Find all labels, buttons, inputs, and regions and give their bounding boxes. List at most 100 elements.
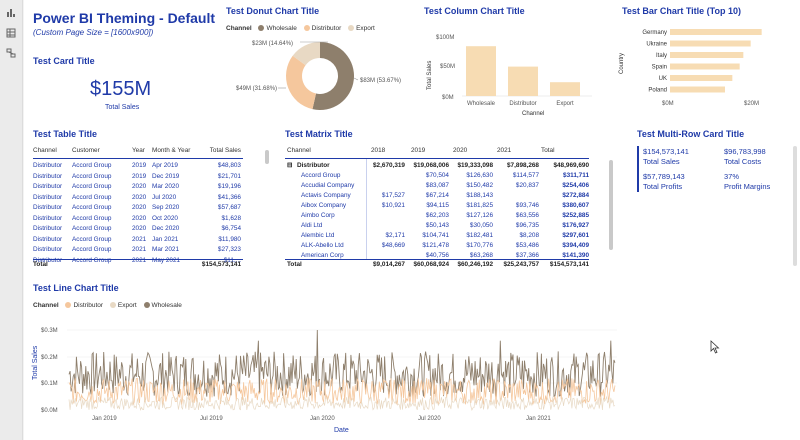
matrix-cell: $7,898,268: [507, 162, 539, 169]
column-bar[interactable]: [508, 66, 538, 96]
table-scrollbar[interactable]: [265, 150, 269, 164]
column-chart[interactable]: Total Sales $100M $50M $0M Wholesale Dist…: [422, 22, 612, 118]
donut-slice-export[interactable]: [292, 42, 320, 66]
table-cell: May 2021: [152, 256, 181, 264]
bar-mark[interactable]: [670, 40, 751, 47]
matrix-visual[interactable]: Channel 2018 2019 2020 2021 Total ⊟ Distr…: [285, 146, 615, 270]
table-header-cell[interactable]: Month & Year: [152, 147, 191, 154]
matrix-cell: $150,482: [466, 182, 493, 189]
bar-chart[interactable]: Country Germany Ukraine Italy Spain UK Poland…: [616, 22, 796, 108]
table-cell: Distributor: [33, 162, 63, 169]
matrix-total-value: $25,243,757: [503, 261, 539, 268]
collapse-toggle-icon[interactable]: ⊟: [287, 162, 293, 169]
matrix-total-label: Total: [287, 261, 302, 268]
multirow-scrollbar[interactable]: [793, 146, 797, 266]
left-rail: [0, 0, 23, 440]
matrix-cell: $8,208: [519, 232, 539, 239]
line-y-tick: $0.3M: [41, 328, 58, 334]
legend-item-wholesale[interactable]: Wholesale: [151, 302, 182, 309]
donut-legend-label: Channel: [226, 25, 252, 32]
donut-slice-distributor[interactable]: [286, 55, 317, 110]
table-cell: Mar 2021: [152, 246, 179, 253]
table-cell: $6,754: [221, 225, 241, 232]
table-total-divider: [33, 259, 243, 260]
multirow-card[interactable]: $154,573,141 Total Sales $96,783,998 Tot…: [637, 146, 797, 270]
bar-mark[interactable]: [670, 86, 725, 93]
matrix-cell: $311,711: [563, 172, 589, 179]
table-cell: Accord Group: [72, 204, 112, 211]
matrix-header-cell[interactable]: Total: [541, 147, 555, 154]
column-bar[interactable]: [550, 82, 580, 96]
matrix-row-label: ALK-Abello Ltd: [301, 242, 344, 249]
matrix-cell: $2,670,319: [373, 162, 405, 169]
line-series-distributor[interactable]: [68, 377, 616, 406]
table-cell: Accord Group: [72, 193, 112, 201]
matrix-header-cell[interactable]: 2020: [453, 147, 468, 154]
bar-y-tick: Germany: [642, 30, 667, 36]
matrix-header-cell[interactable]: 2018: [371, 147, 386, 154]
table-cell: 2021: [132, 256, 147, 264]
column-y-tick: $100M: [436, 35, 454, 41]
matrix-cell: $127,126: [466, 212, 493, 219]
matrix-cell: $63,556: [515, 212, 539, 219]
table-cell: 2019: [132, 172, 147, 180]
matrix-cell: $104,741: [422, 232, 449, 239]
bar-mark[interactable]: [670, 63, 740, 70]
matrix-cell: $176,927: [562, 222, 589, 229]
matrix-cell: $252,885: [562, 212, 589, 219]
legend-item-distributor[interactable]: Distributor: [73, 302, 104, 309]
bar-chart-icon[interactable]: [6, 8, 16, 18]
table-cell: 2020: [132, 214, 147, 222]
table-icon[interactable]: [6, 28, 16, 38]
legend-item-export[interactable]: Export: [117, 302, 137, 309]
matrix-scrollbar[interactable]: [609, 160, 613, 250]
matrix-row-label: American Corp: [301, 252, 344, 259]
matrix-row-label: Accord Group: [301, 172, 341, 179]
wholesale-dot-icon: [258, 25, 265, 32]
line-y-tick: $0.1M: [41, 381, 58, 387]
legend-item-wholesale[interactable]: Wholesale: [266, 25, 297, 32]
mouse-cursor-icon: [710, 340, 720, 354]
legend-item-export[interactable]: Export: [356, 25, 375, 32]
matrix-cell: $114,577: [512, 172, 539, 179]
matrix-header-cell[interactable]: Channel: [287, 147, 311, 154]
table-cell: 2019: [132, 162, 147, 169]
line-series-wholesale[interactable]: [68, 329, 616, 398]
matrix-title: Test Matrix Title: [285, 129, 353, 139]
table-visual[interactable]: Channel Customer Year Month & Year Total…: [33, 146, 269, 270]
column-bar[interactable]: [466, 46, 496, 96]
matrix-total-divider: [285, 259, 589, 260]
bar-y-label: Country: [619, 53, 625, 74]
bar-mark[interactable]: [670, 75, 733, 81]
donut-title: Test Donut Chart Title: [226, 6, 320, 16]
table-cell: $27,323: [217, 246, 241, 253]
matrix-cell: $62,203: [425, 212, 449, 219]
table-cell: Distributor: [33, 183, 63, 190]
table-cell: Accord Group: [72, 162, 112, 169]
matrix-header-cell[interactable]: 2019: [411, 147, 426, 154]
matrix-header-cell[interactable]: 2021: [497, 147, 512, 154]
card-title: Test Card Title: [33, 56, 95, 66]
legend-item-distributor[interactable]: Distributor: [311, 25, 342, 32]
table-header-cell[interactable]: Channel: [33, 147, 57, 154]
matrix-cell: $53,486: [515, 242, 539, 249]
card-value: $155M: [90, 78, 152, 100]
table-header-cell[interactable]: Year: [132, 147, 145, 154]
line-chart[interactable]: Total Sales $0.3M $0.2M $0.1M $0.0M Jan …: [29, 318, 629, 438]
matrix-header-divider: [285, 158, 589, 159]
matrix-cell: $93,746: [515, 202, 539, 209]
donut-label-wholesale: $83M (53.67%): [360, 78, 401, 84]
table-cell: $11,980: [218, 235, 241, 243]
donut-slice-wholesale[interactable]: [312, 41, 354, 110]
table-cell: Distributor: [33, 172, 63, 180]
bar-mark[interactable]: [670, 29, 762, 35]
line-legend: Channel Distributor Export Wholesale: [33, 302, 182, 309]
table-cell: Distributor: [33, 193, 63, 201]
table-cell: $19,196: [217, 183, 241, 190]
model-icon[interactable]: [6, 48, 16, 58]
table-header-cell[interactable]: Total Sales: [209, 147, 241, 154]
donut-chart[interactable]: $23M (14.64%) $83M (53.67%) $49M (31.68%…: [226, 36, 426, 116]
bar-mark[interactable]: [670, 52, 744, 58]
line-series-export[interactable]: [68, 395, 616, 412]
table-header-cell[interactable]: Customer: [72, 147, 100, 154]
